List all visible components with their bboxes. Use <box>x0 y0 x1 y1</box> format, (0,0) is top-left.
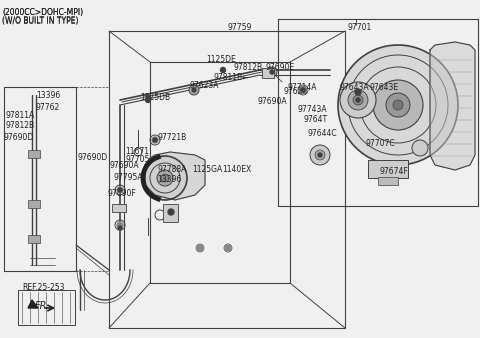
Circle shape <box>117 222 123 228</box>
Text: 97623A: 97623A <box>190 81 219 91</box>
Text: 97788A: 97788A <box>158 166 187 174</box>
Text: (W/O BUILT IN TYPE): (W/O BUILT IN TYPE) <box>2 16 79 25</box>
Circle shape <box>356 98 360 102</box>
Text: 97812B: 97812B <box>234 63 263 72</box>
Circle shape <box>152 137 158 143</box>
Text: 1125GA: 1125GA <box>192 166 222 174</box>
Text: 97690F: 97690F <box>108 189 137 197</box>
Circle shape <box>161 174 169 182</box>
Text: 97674F: 97674F <box>380 168 409 176</box>
Text: 97690A: 97690A <box>257 97 287 106</box>
Text: 97812B: 97812B <box>5 121 34 129</box>
Circle shape <box>157 170 173 186</box>
Circle shape <box>386 93 410 117</box>
Circle shape <box>310 145 330 165</box>
Bar <box>28 150 40 158</box>
Circle shape <box>192 88 196 92</box>
Text: 97721B: 97721B <box>157 134 186 143</box>
Text: 97643A: 97643A <box>340 83 370 93</box>
Circle shape <box>340 82 376 118</box>
Text: 11671: 11671 <box>125 147 149 156</box>
Text: 13396: 13396 <box>157 175 181 185</box>
Polygon shape <box>145 152 205 200</box>
Bar <box>368 160 408 178</box>
Circle shape <box>270 70 274 74</box>
Circle shape <box>338 45 458 165</box>
Text: 97644C: 97644C <box>308 128 337 138</box>
Bar <box>28 200 40 208</box>
Circle shape <box>118 226 122 230</box>
Text: 97795A: 97795A <box>114 173 144 183</box>
Bar <box>262 68 274 78</box>
Text: FR.: FR. <box>35 301 50 311</box>
Text: 97690D: 97690D <box>78 153 108 163</box>
Circle shape <box>221 68 225 72</box>
Circle shape <box>267 67 277 77</box>
Circle shape <box>153 138 157 142</box>
Circle shape <box>146 95 150 99</box>
Circle shape <box>189 85 199 95</box>
Circle shape <box>318 153 322 157</box>
Circle shape <box>315 150 325 160</box>
Text: 97690D: 97690D <box>3 134 33 143</box>
Polygon shape <box>430 42 475 170</box>
Text: (2000CC>DOHC-MPI): (2000CC>DOHC-MPI) <box>2 8 83 17</box>
Text: 13396: 13396 <box>36 91 60 99</box>
Circle shape <box>143 156 187 200</box>
Text: 97643E: 97643E <box>370 83 399 93</box>
Bar <box>163 204 178 222</box>
Circle shape <box>348 90 368 110</box>
Text: 97623: 97623 <box>284 88 308 97</box>
Bar <box>18 290 75 325</box>
Circle shape <box>168 209 174 215</box>
Text: 1125DB: 1125DB <box>140 93 170 101</box>
Text: 97811A: 97811A <box>5 112 34 121</box>
Text: 97707C: 97707C <box>365 139 395 147</box>
Circle shape <box>300 87 307 94</box>
Text: (W/O BUILT IN TYPE): (W/O BUILT IN TYPE) <box>2 17 79 26</box>
Text: 97701: 97701 <box>347 23 371 31</box>
Circle shape <box>353 95 363 105</box>
Circle shape <box>225 245 231 251</box>
Text: 97705: 97705 <box>125 155 149 165</box>
Text: 97759: 97759 <box>228 24 252 32</box>
Circle shape <box>117 187 123 193</box>
Text: 9764T: 9764T <box>304 116 328 124</box>
Text: (2000CC>DOHC-MPI): (2000CC>DOHC-MPI) <box>2 8 83 17</box>
Text: 97690E: 97690E <box>265 63 294 72</box>
Text: 1140EX: 1140EX <box>222 166 251 174</box>
Circle shape <box>197 245 203 251</box>
Text: 1125DE: 1125DE <box>206 55 236 65</box>
Bar <box>378 177 398 185</box>
Bar <box>112 204 126 212</box>
Circle shape <box>412 140 428 156</box>
Text: REF.25-253: REF.25-253 <box>22 284 64 292</box>
Text: 97811B←: 97811B← <box>214 72 250 81</box>
Bar <box>28 235 40 243</box>
Text: 97743A: 97743A <box>298 105 328 115</box>
Circle shape <box>393 100 403 110</box>
Circle shape <box>145 97 151 102</box>
Text: 97762: 97762 <box>36 102 60 112</box>
Text: 97690A: 97690A <box>110 161 140 169</box>
Text: 97714A: 97714A <box>288 82 317 92</box>
Circle shape <box>373 80 423 130</box>
Polygon shape <box>28 300 38 308</box>
Circle shape <box>355 89 361 95</box>
Circle shape <box>301 88 305 92</box>
Circle shape <box>118 188 122 192</box>
Circle shape <box>220 68 226 72</box>
